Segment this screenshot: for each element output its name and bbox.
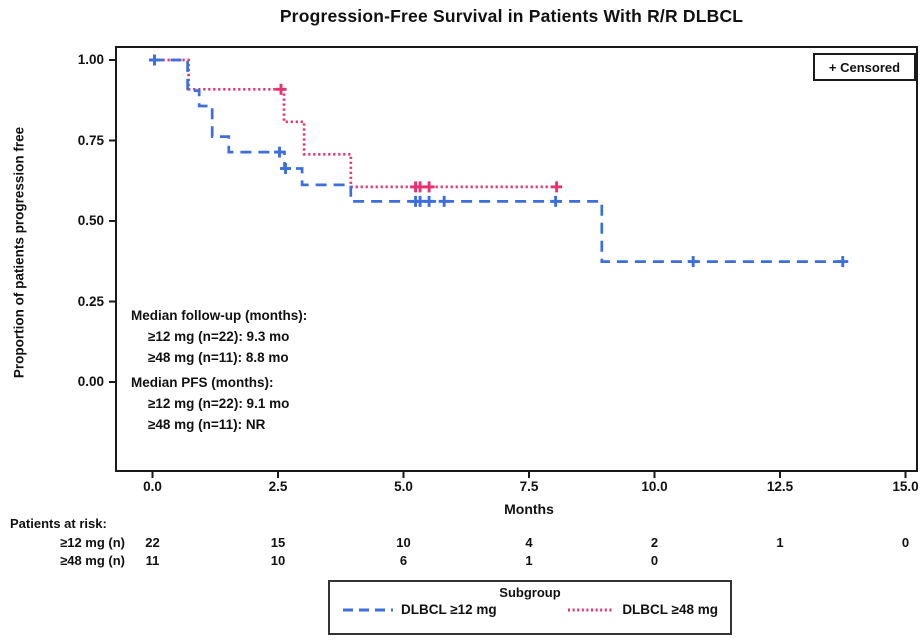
chart-title: Progression-Free Survival in Patients Wi… [279, 6, 744, 26]
risk-count: 15 [270, 535, 286, 550]
risk-count: 1 [776, 535, 784, 550]
risk-count: 22 [145, 535, 160, 550]
annotation-pfs-12mg: ≥12 mg (n=22): 9.1 mo [148, 396, 290, 411]
km-curve-12mg [152, 58, 845, 263]
risk-row-label-48mg: ≥48 mg (n) [60, 553, 125, 568]
risk-count: 10 [396, 535, 411, 550]
x-tick-label: 5.0 [394, 479, 413, 494]
x-tick-label: 15.0 [892, 479, 919, 494]
subgroup-legend-items: DLBCL ≥12 mg DLBCL ≥48 mg [330, 600, 730, 617]
risk-count: 0 [650, 553, 659, 568]
risk-count: 0 [901, 535, 910, 550]
risk-count: 2 [650, 535, 659, 550]
risk-count: 4 [525, 535, 533, 550]
x-tick-label: 0.0 [143, 479, 162, 494]
annotation-pfs-48mg: ≥48 mg (n=11): NR [148, 417, 266, 432]
y-axis-title: Proportion of patients progression free [11, 126, 27, 379]
y-tick-label: 0.00 [77, 374, 104, 389]
subgroup-legend: Subgroup DLBCL ≥12 mg DLBCL ≥48 mg [328, 580, 732, 635]
x-tick-label: 10.0 [641, 479, 668, 494]
dashed-line-swatch-icon [343, 608, 393, 611]
y-tick-label: 1.00 [77, 52, 104, 67]
annotation-followup-12mg: ≥12 mg (n=22): 9.3 mo [148, 329, 290, 344]
risk-row-label-12mg: ≥12 mg (n) [60, 535, 125, 550]
censored-legend: + Censored [813, 53, 916, 81]
legend-item-12mg-label: DLBCL ≥12 mg [401, 602, 497, 617]
x-tick-label: 12.5 [766, 479, 794, 494]
x-tick-label: 7.5 [519, 479, 539, 494]
censored-legend-label: + Censored [828, 59, 901, 75]
y-tick-label: 0.25 [77, 293, 104, 309]
x-tick-label: 2.5 [268, 479, 288, 494]
dotted-line-swatch-icon [568, 608, 615, 611]
risk-count: 1 [525, 553, 533, 568]
annotation-followup-48mg: ≥48 mg (n=11): 8.8 mo [148, 350, 289, 365]
legend-item-48mg-label: DLBCL ≥48 mg [622, 602, 718, 617]
x-axis-title: Months [504, 501, 554, 517]
y-tick-label: 0.75 [77, 132, 104, 148]
risk-count: 11 [145, 553, 160, 568]
annotation-median-followup-heading: Median follow-up (months): [131, 308, 308, 323]
legend-item-48mg: DLBCL ≥48 mg [567, 602, 718, 617]
legend-item-12mg: DLBCL ≥12 mg [342, 602, 497, 617]
median-annotation: Median follow-up (months): ≥12 mg (n=22)… [131, 305, 307, 435]
annotation-median-pfs-heading: Median PFS (months): [131, 375, 274, 390]
risk-count: 10 [270, 553, 286, 568]
km-curve-48mg [152, 58, 557, 189]
risk-count: 6 [399, 553, 408, 568]
plot-frame [115, 46, 918, 472]
risk-table-caption: Patients at risk: [10, 516, 107, 531]
subgroup-legend-title: Subgroup [499, 585, 561, 600]
y-tick-label: 0.50 [77, 213, 104, 228]
